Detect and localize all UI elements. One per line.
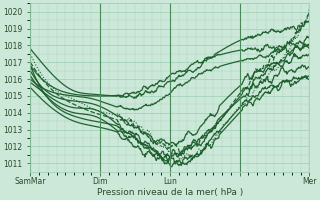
X-axis label: Pression niveau de la mer( hPa ): Pression niveau de la mer( hPa ) [97, 188, 243, 197]
